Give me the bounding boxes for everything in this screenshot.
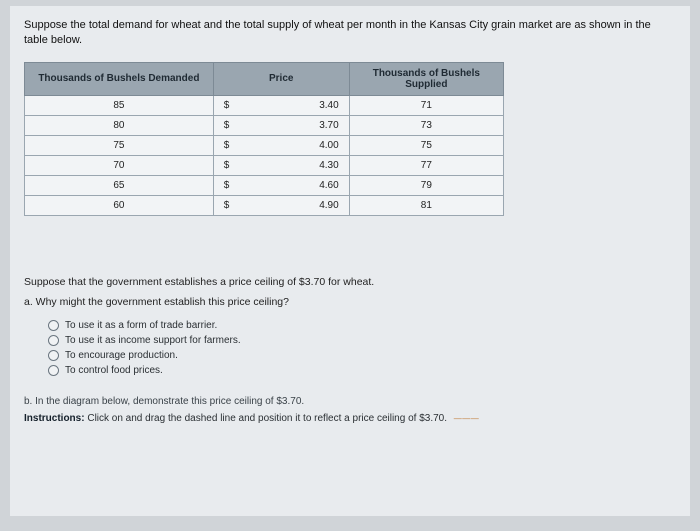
table-row: 60$4.9081 — [25, 195, 504, 215]
table-row: 70$4.3077 — [25, 155, 504, 175]
option-label: To encourage production. — [65, 350, 178, 361]
cell-currency: $ — [213, 95, 252, 115]
cell-demanded: 85 — [25, 95, 214, 115]
cell-supplied: 81 — [349, 195, 503, 215]
option-label: To use it as a form of trade barrier. — [65, 320, 217, 331]
worksheet-page: Suppose the total demand for wheat and t… — [10, 6, 690, 516]
option-row[interactable]: To encourage production. — [48, 348, 676, 363]
option-label: To control food prices. — [65, 365, 163, 376]
option-row[interactable]: To use it as a form of trade barrier. — [48, 318, 676, 333]
cell-supplied: 71 — [349, 95, 503, 115]
cell-currency: $ — [213, 175, 252, 195]
cell-supplied: 77 — [349, 155, 503, 175]
cell-price: 4.90 — [253, 195, 350, 215]
question-b: b. In the diagram below, demonstrate thi… — [24, 396, 676, 407]
option-row[interactable]: To control food prices. — [48, 363, 676, 378]
scenario-prompt: Suppose that the government establishes … — [24, 276, 676, 288]
radio-icon — [48, 365, 59, 376]
instructions-line: Instructions: Click on and drag the dash… — [24, 413, 676, 424]
cell-price: 4.60 — [253, 175, 350, 195]
instructions-label: Instructions: — [24, 413, 85, 424]
cell-price: 3.70 — [253, 115, 350, 135]
instructions-text: Click on and drag the dashed line and po… — [85, 413, 447, 424]
option-label: To use it as income support for farmers. — [65, 335, 241, 346]
col-header-supplied: Thousands of Bushels Supplied — [349, 62, 503, 95]
cell-price: 3.40 — [253, 95, 350, 115]
cell-supplied: 79 — [349, 175, 503, 195]
table-row: 80$3.7073 — [25, 115, 504, 135]
question-a: a. Why might the government establish th… — [24, 296, 676, 308]
col-header-demanded: Thousands of Bushels Demanded — [25, 62, 214, 95]
radio-icon — [48, 335, 59, 346]
cell-demanded: 75 — [25, 135, 214, 155]
cell-demanded: 60 — [25, 195, 214, 215]
cell-currency: $ — [213, 115, 252, 135]
option-row[interactable]: To use it as income support for farmers. — [48, 333, 676, 348]
cell-price: 4.30 — [253, 155, 350, 175]
cell-supplied: 73 — [349, 115, 503, 135]
radio-icon — [48, 350, 59, 361]
radio-icon — [48, 320, 59, 331]
cell-supplied: 75 — [349, 135, 503, 155]
table-row: 65$4.6079 — [25, 175, 504, 195]
supply-demand-table: Thousands of Bushels Demanded Price Thou… — [24, 62, 504, 216]
cell-demanded: 65 — [25, 175, 214, 195]
cell-demanded: 80 — [25, 115, 214, 135]
options-group: To use it as a form of trade barrier. To… — [48, 318, 676, 378]
cell-demanded: 70 — [25, 155, 214, 175]
col-header-price: Price — [213, 62, 349, 95]
cell-currency: $ — [213, 135, 252, 155]
cell-currency: $ — [213, 195, 252, 215]
spacer — [24, 216, 676, 276]
cell-currency: $ — [213, 155, 252, 175]
cell-price: 4.00 — [253, 135, 350, 155]
table-row: 85$3.4071 — [25, 95, 504, 115]
intro-paragraph: Suppose the total demand for wheat and t… — [24, 18, 676, 48]
accent-mark: ——— — [454, 414, 480, 423]
table-row: 75$4.0075 — [25, 135, 504, 155]
